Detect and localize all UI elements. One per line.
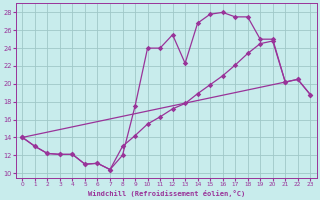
X-axis label: Windchill (Refroidissement éolien,°C): Windchill (Refroidissement éolien,°C) [88, 190, 245, 197]
